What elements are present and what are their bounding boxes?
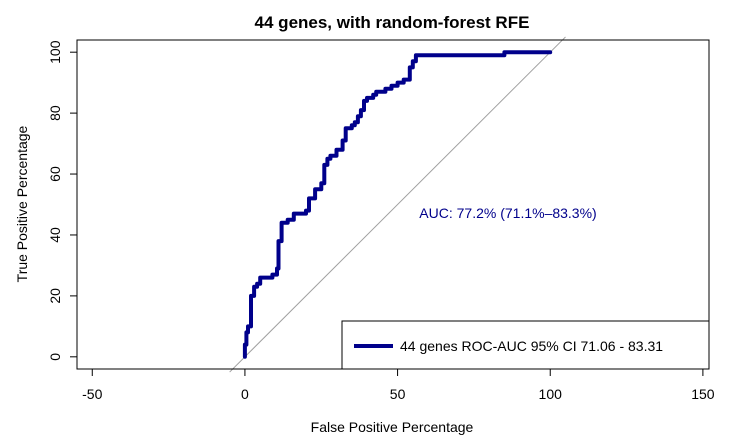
legend-box xyxy=(341,320,710,370)
diagonal-reference-line xyxy=(229,36,566,373)
y-tick-label: 0 xyxy=(47,353,63,361)
y-tick-label: 100 xyxy=(47,40,63,64)
chart-title: 44 genes, with random-forest RFE xyxy=(255,13,530,32)
x-tick-label: 0 xyxy=(241,386,249,402)
legend-label: 44 genes ROC-AUC 95% CI 71.06 - 83.31 xyxy=(400,338,663,354)
x-tick-label: 100 xyxy=(539,386,563,402)
y-tick-label: 80 xyxy=(47,105,63,121)
auc-annotation: AUC: 77.2% (71.1%–83.3%) xyxy=(419,205,596,221)
y-tick-label: 60 xyxy=(47,166,63,182)
x-tick-label: 150 xyxy=(691,386,715,402)
y-tick-label: 20 xyxy=(47,288,63,304)
roc-curve-line xyxy=(242,50,553,359)
x-tick-label: -50 xyxy=(82,386,102,402)
legend: 44 genes ROC-AUC 95% CI 71.06 - 83.31 xyxy=(341,320,710,370)
x-tick-label: 50 xyxy=(390,386,406,402)
y-axis-title: True Positive Percentage xyxy=(14,125,30,282)
y-tick-label: 40 xyxy=(47,227,63,243)
x-axis-title: False Positive Percentage xyxy=(311,419,474,435)
